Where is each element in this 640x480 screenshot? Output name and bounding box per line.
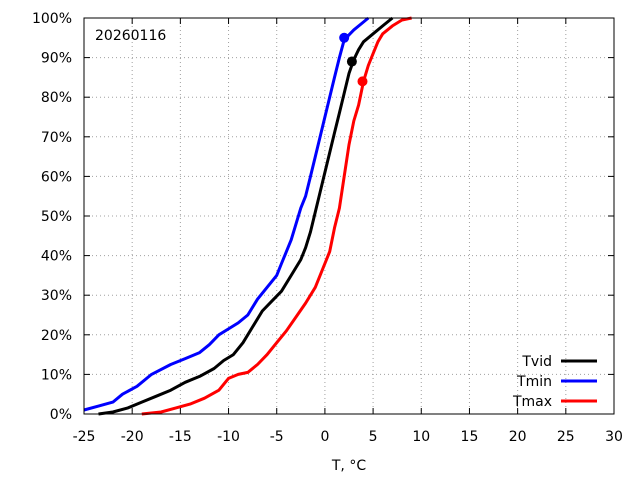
marker-tvid	[346, 56, 357, 67]
y-tick-label: 30%	[41, 288, 72, 304]
x-tick-label: -20	[121, 429, 144, 445]
axis-ticks: -25 -20 -15 -10 -5 0 5 10 15 20 25 30 0% 10% 20% 30% 40%…	[32, 11, 623, 445]
x-axis-title: T, °C	[331, 458, 366, 474]
legend-label-tvid: Tvid	[521, 354, 552, 370]
series-markers	[339, 32, 368, 87]
marker-tmin	[339, 32, 350, 43]
x-tick-label: -25	[73, 429, 96, 445]
y-tick-label: 50%	[41, 209, 72, 225]
x-tick-label: 10	[412, 429, 430, 445]
legend-label-tmin: Tmin	[516, 374, 552, 390]
x-tick-label: 30	[605, 429, 623, 445]
date-annotation: 20260116	[95, 28, 166, 44]
y-tick-label: 90%	[41, 51, 72, 67]
x-tick-label: 25	[557, 429, 575, 445]
series-line-tmax	[141, 16, 412, 416]
legend: Tvid Tmin Tmax	[512, 354, 597, 410]
x-tick-label: -10	[217, 429, 240, 445]
x-tick-label: 15	[461, 429, 479, 445]
y-tick-label: 20%	[41, 328, 72, 344]
marker-tmax	[357, 76, 368, 87]
x-tick-label: 5	[369, 429, 378, 445]
y-tick-label: 40%	[41, 249, 72, 265]
y-tick-label: 70%	[41, 130, 72, 146]
x-tick-label: -5	[270, 429, 284, 445]
y-tick-label: 10%	[41, 367, 72, 383]
x-tick-label: 0	[320, 429, 329, 445]
y-tick-label: 80%	[41, 90, 72, 106]
legend-label-tmax: Tmax	[512, 394, 552, 410]
y-tick-label: 100%	[32, 11, 72, 27]
x-tick-label: -15	[169, 429, 192, 445]
y-tick-label: 60%	[41, 169, 72, 185]
y-tick-label: 0%	[50, 407, 72, 423]
series-line-tmin	[83, 16, 370, 412]
x-tick-label: 20	[509, 429, 527, 445]
